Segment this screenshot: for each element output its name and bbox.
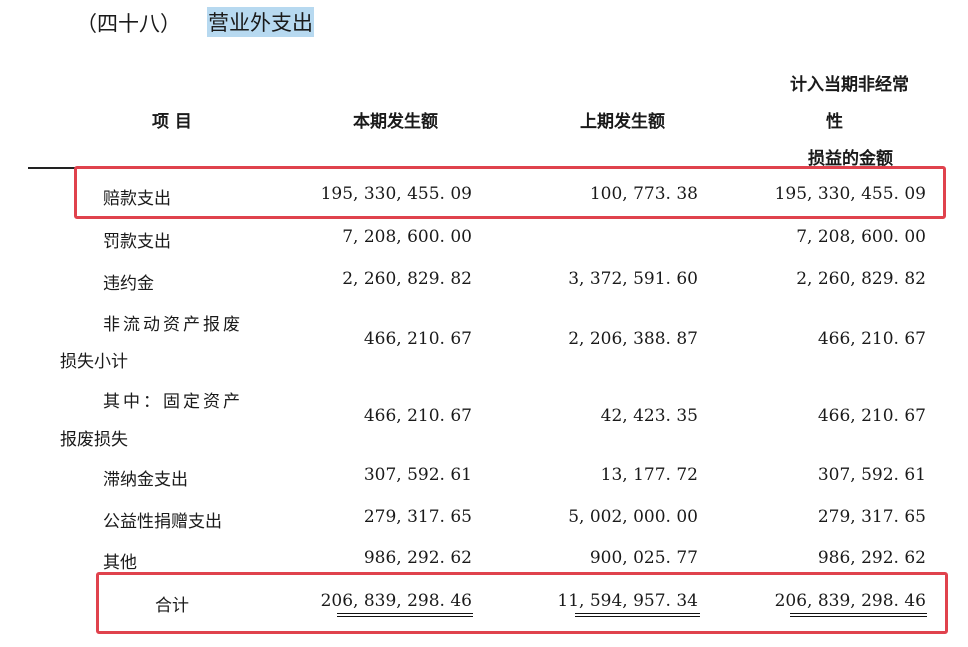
row-label: 违约金: [103, 274, 154, 294]
row-previous: 13, 177. 72: [600, 465, 698, 485]
header-nonrecurring-line1: 计入当期非经常: [790, 75, 909, 95]
row-label-continued: 报废损失: [60, 430, 128, 450]
row-current: 7, 208, 600. 00: [342, 227, 472, 247]
total-nonrecurring-double-underline: [790, 613, 927, 617]
row-previous: 42, 423. 35: [600, 406, 698, 426]
row-previous: 900, 025. 77: [589, 548, 698, 568]
row-label: 其他: [103, 553, 137, 573]
highlight-box-compensation-row: [74, 166, 946, 219]
row-current: 307, 592. 61: [363, 465, 472, 485]
header-previous-period: 上期发生额: [580, 112, 665, 132]
row-label: 罚款支出: [103, 232, 171, 252]
row-current: 466, 210. 67: [363, 329, 472, 349]
section-title: 营业外支出: [207, 7, 314, 37]
header-nonrecurring-line2: 性: [826, 112, 843, 132]
row-label: 赔款支出: [103, 189, 171, 209]
highlight-box-total-row: [96, 572, 948, 634]
row-nonrecurring: 466, 210. 67: [817, 406, 926, 426]
row-current: 466, 210. 67: [363, 406, 472, 426]
row-nonrecurring: 986, 292. 62: [817, 548, 926, 568]
row-nonrecurring: 195, 330, 455. 09: [774, 184, 926, 204]
row-current: 986, 292. 62: [363, 548, 472, 568]
total-current-double-underline: [337, 613, 473, 617]
total-previous: 11, 594, 957. 34: [557, 591, 698, 611]
row-label: 公益性捐赠支出: [103, 512, 222, 532]
row-label: 滞纳金支出: [103, 470, 188, 490]
total-nonrecurring: 206, 839, 298. 46: [774, 591, 926, 611]
row-previous: 2, 206, 388. 87: [568, 329, 698, 349]
row-label: 非流动资产报废: [103, 315, 243, 335]
row-current: 195, 330, 455. 09: [320, 184, 472, 204]
total-current: 206, 839, 298. 46: [320, 591, 472, 611]
header-item: 项 目: [152, 112, 192, 132]
section-number: （四十八）: [76, 12, 181, 36]
row-label-continued: 损失小计: [60, 352, 128, 372]
row-label: 其中：固定资产: [103, 392, 243, 412]
row-nonrecurring: 2, 260, 829. 82: [796, 269, 926, 289]
row-nonrecurring: 466, 210. 67: [817, 329, 926, 349]
row-nonrecurring: 307, 592. 61: [817, 465, 926, 485]
row-current: 279, 317. 65: [363, 507, 472, 527]
row-nonrecurring: 279, 317. 65: [817, 507, 926, 527]
header-nonrecurring-line3: 损益的金额: [808, 149, 893, 169]
row-previous: 100, 773. 38: [589, 184, 698, 204]
row-previous: 5, 002, 000. 00: [568, 507, 698, 527]
row-current: 2, 260, 829. 82: [342, 269, 472, 289]
total-label: 合计: [155, 596, 189, 616]
total-previous-double-underline: [575, 613, 700, 617]
row-previous: 3, 372, 591. 60: [568, 269, 698, 289]
row-nonrecurring: 7, 208, 600. 00: [796, 227, 926, 247]
header-current-period: 本期发生额: [353, 112, 438, 132]
